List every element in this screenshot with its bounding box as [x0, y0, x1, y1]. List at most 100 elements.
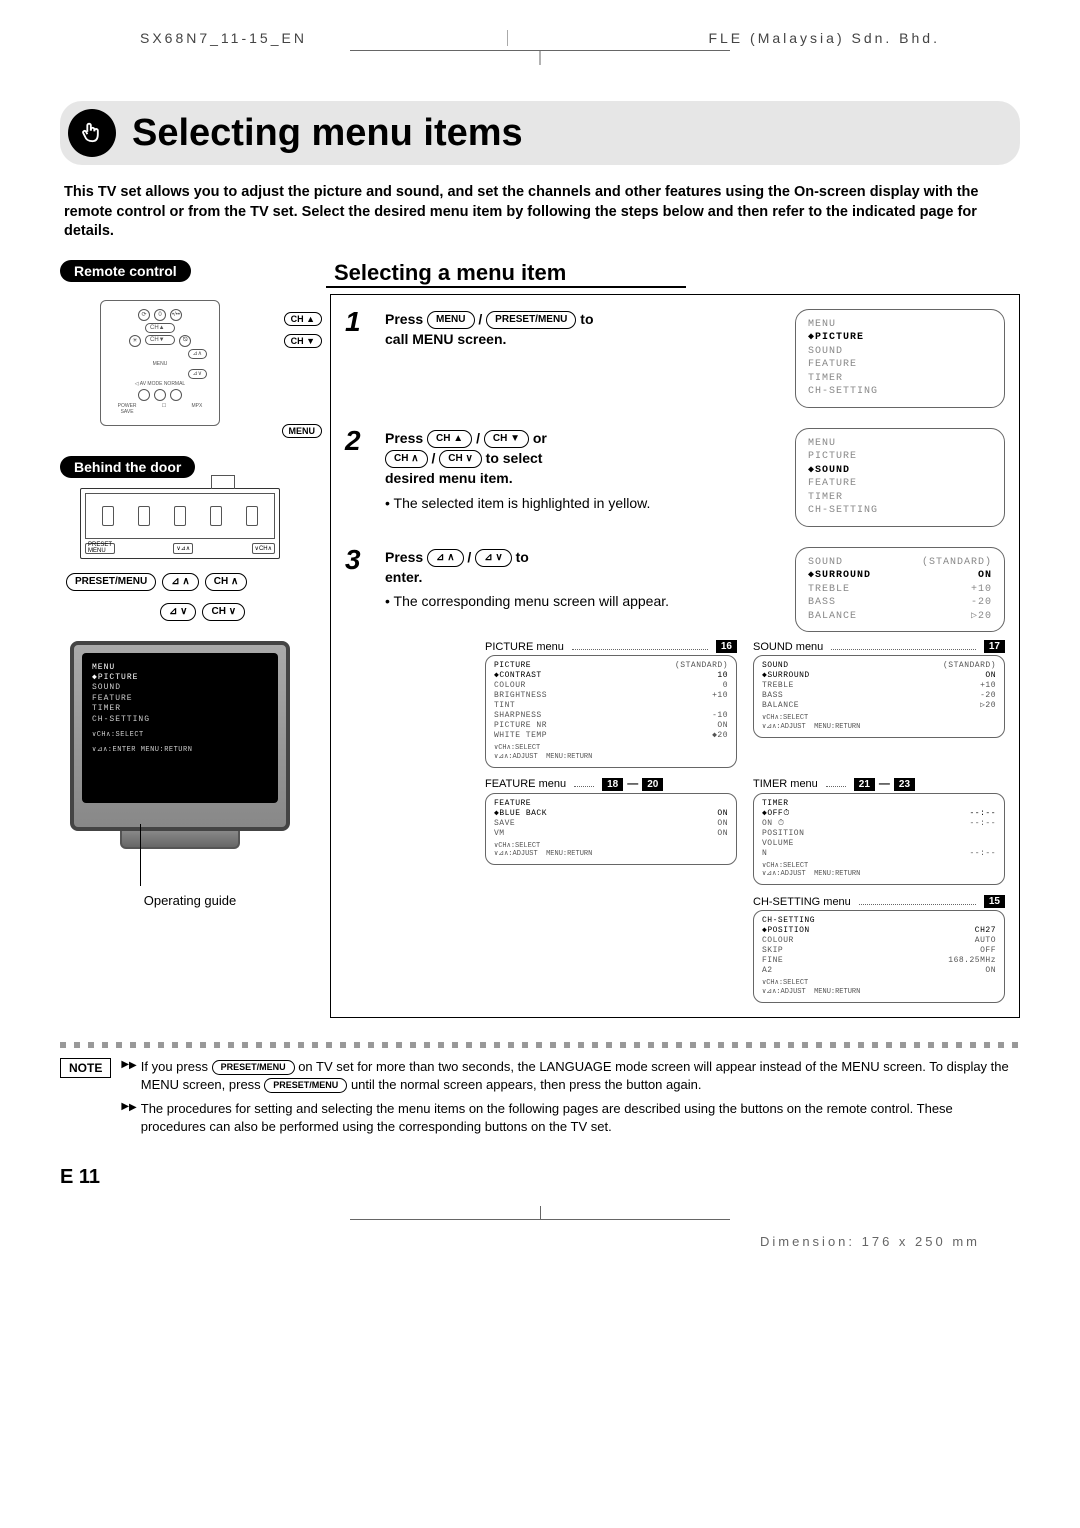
- preset-menu-button-icon: PRESET/MENU: [264, 1078, 347, 1093]
- osd-title: SOUND: [808, 556, 843, 570]
- step-text: to select: [486, 450, 543, 466]
- ref-timer: TIMER menu21 — 23 TIMER ◆OFF⏱--:-- ON ⏱-…: [753, 778, 1005, 886]
- osd-val: AUTO: [975, 936, 996, 946]
- tv-osd-title: MENU: [92, 663, 268, 673]
- step-number: 1: [345, 309, 375, 334]
- osd-title: CH-SETTING: [762, 916, 815, 926]
- step-text: or: [533, 430, 547, 446]
- step-3: 3 Press ⊿ ∧ / ⊿ ∨ to enter. • The corres…: [345, 547, 1005, 633]
- dotted-separator: [60, 1042, 1020, 1048]
- osd-item: BASS: [808, 596, 836, 610]
- ref-label: PICTURE menu: [485, 641, 564, 653]
- step-text: Press: [385, 311, 427, 327]
- osd-item: SKIP: [762, 946, 783, 956]
- panel-diagram: PRESETMENU ∨⊿∧ ∨CH∧: [80, 488, 280, 559]
- preset-menu-button-icon: PRESET/MENU: [486, 311, 576, 329]
- osd-item: TREBLE: [808, 583, 850, 597]
- ch-up2-button-icon: CH ∧: [385, 450, 428, 468]
- ch-dn2-button-icon: CH ∨: [439, 450, 482, 468]
- osd-item: BALANCE: [762, 701, 799, 711]
- osd-val: ON: [985, 966, 996, 976]
- hand-point-icon: [68, 109, 116, 157]
- osd-val: --:--: [969, 849, 996, 859]
- panel-vol-dn: ⊿ ∨: [160, 603, 196, 621]
- osd-item: ON ⏱: [762, 819, 785, 829]
- osd-item: FEATURE: [808, 477, 992, 491]
- step-text: desired menu item.: [385, 470, 513, 486]
- osd-title: SOUND: [762, 661, 789, 671]
- osd-val: CH27: [975, 926, 996, 936]
- osd-item: ◆OFF⏱: [762, 809, 790, 819]
- panel-ch-up: CH ∧: [205, 573, 248, 591]
- header: SX68N7_11-15_EN FLE (Malaysia) Sdn. Bhd.: [60, 30, 1020, 52]
- osd-mode: (STANDARD): [922, 556, 992, 570]
- tv-osd-help: ∨⊿∧:ENTER MENU:RETURN: [92, 746, 268, 755]
- page-ref: 23: [894, 778, 915, 791]
- sep: /: [467, 549, 475, 565]
- osd-mode: (STANDARD): [943, 661, 996, 671]
- page-number: E 11: [60, 1166, 1020, 1189]
- ref-feature: FEATURE menu18 — 20 FEATURE ◆BLUE BACKON…: [485, 778, 737, 886]
- tv-osd-item: ◆PICTURE: [92, 673, 268, 683]
- osd-val: ON: [717, 819, 728, 829]
- ref-chsetting: CH-SETTING menu15 CH-SETTING ◆POSITIONCH…: [753, 895, 1005, 1003]
- header-divider: [507, 30, 508, 46]
- osd-title: TIMER: [762, 799, 789, 809]
- step-2: 2 Press CH ▲ / CH ▼ or CH ∧ / CH ∨ to se…: [345, 428, 1005, 527]
- step-text: enter.: [385, 569, 422, 585]
- osd-item: ◆SOUND: [808, 464, 992, 478]
- intro-text: This TV set allows you to adjust the pic…: [60, 183, 1020, 242]
- osd-val: ON: [978, 569, 992, 583]
- callout-ch-dn: CH ▼: [284, 334, 322, 348]
- note-text: until the normal screen appears, then pr…: [351, 1077, 702, 1092]
- operating-guide-label: Operating guide: [60, 893, 320, 908]
- osd-item: SHARPNESS: [494, 711, 542, 721]
- osd-val: OFF: [980, 946, 996, 956]
- osd-item: FINE: [762, 956, 783, 966]
- osd-item: TREBLE: [762, 681, 794, 691]
- osd-title: FEATURE: [494, 799, 531, 809]
- step-number: 2: [345, 428, 375, 453]
- osd-item: SAVE: [494, 819, 515, 829]
- osd-item: ◆POSITION: [762, 926, 810, 936]
- osd-help: ∨CH∧:SELECT ∨⊿∧:ADJUST MENU:RETURN: [494, 744, 728, 762]
- tv-diagram: MENU ◆PICTURE SOUND FEATURE TIMER CH-SET…: [60, 641, 320, 908]
- osd-val: ON: [985, 671, 996, 681]
- ref-label: TIMER menu: [753, 778, 818, 790]
- osd-item: COLOUR: [762, 936, 794, 946]
- osd-sound: SOUND(STANDARD) ◆SURROUNDON TREBLE+10 BA…: [795, 547, 1005, 633]
- osd-help: ∨CH∧:SELECT ∨⊿∧:ADJUST MENU:RETURN: [494, 842, 728, 860]
- osd-menu-1: MENU ◆PICTURE SOUND FEATURE TIMER CH-SET…: [795, 309, 1005, 408]
- osd-title: MENU: [808, 318, 992, 332]
- osd-item: TIMER: [808, 372, 992, 386]
- tv-osd-item: TIMER: [92, 704, 268, 714]
- panel-ch-dn: CH ∨: [202, 603, 245, 621]
- preset-menu-button-icon: PRESET/MENU: [212, 1060, 295, 1075]
- osd-item: CH-SETTING: [808, 504, 992, 518]
- ref-sound: SOUND menu17 SOUND(STANDARD) ◆SURROUNDON…: [753, 640, 1005, 768]
- tv-osd-item: CH-SETTING: [92, 715, 268, 725]
- ch-up-button-icon: CH ▲: [427, 430, 472, 448]
- step-text: to: [580, 311, 593, 327]
- page-ref: 17: [984, 640, 1005, 653]
- osd-item: TIMER: [808, 491, 992, 505]
- osd-mode: (STANDARD): [675, 661, 728, 671]
- page-ref: 21: [854, 778, 875, 791]
- osd-val: ON: [717, 809, 728, 819]
- vol-dn-button-icon: ⊿ ∨: [475, 549, 511, 567]
- osd-item: VM: [494, 829, 505, 839]
- osd-val: --:--: [969, 819, 996, 829]
- osd-item: BASS: [762, 691, 783, 701]
- page-ref: 16: [716, 640, 737, 653]
- osd-val: -20: [980, 691, 996, 701]
- osd-item: ◆CONTRAST: [494, 671, 542, 681]
- remote-control-label: Remote control: [60, 260, 191, 282]
- osd-val: ▷20: [980, 701, 996, 711]
- osd-val: 168.25MHz: [948, 956, 996, 966]
- tv-osd-help: ∨CH∧:SELECT: [92, 731, 268, 740]
- step-text: Press: [385, 549, 427, 565]
- osd-val: -10: [712, 711, 728, 721]
- dimension-label: Dimension: 176 x 250 mm: [60, 1234, 1020, 1249]
- title-bar: Selecting menu items: [60, 101, 1020, 165]
- step-note: The selected item is highlighted in yell…: [394, 495, 651, 511]
